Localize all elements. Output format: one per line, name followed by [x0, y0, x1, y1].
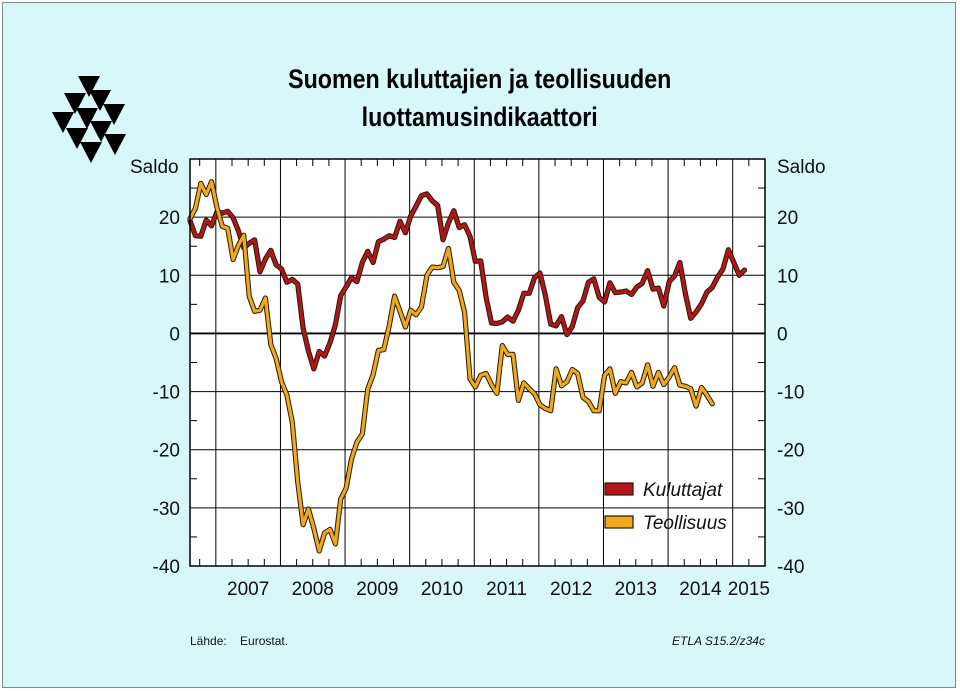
chart-title-line2: luottamusindikaattori	[361, 102, 598, 132]
legend: Kuluttajat Teollisuus	[604, 480, 727, 534]
x-tick-label: 2010	[421, 579, 463, 600]
x-tick-label: 2014	[679, 579, 722, 600]
logo-triangle	[80, 142, 102, 163]
y-axis-label-right: Saldo	[777, 157, 826, 178]
y-tick-label-right: 0	[777, 324, 788, 345]
y-tick-label-right: -10	[777, 383, 804, 404]
legend-swatch	[604, 515, 634, 529]
plot-area	[190, 159, 765, 566]
logo-triangle	[66, 128, 88, 149]
logo	[52, 76, 126, 163]
y-tick-label-right: -40	[777, 557, 804, 578]
chart-title-line1: Suomen kuluttajien ja teollisuuden	[288, 64, 672, 94]
y-tick-label-left: -30	[153, 499, 180, 520]
y-tick-label-left: 10	[159, 266, 180, 287]
logo-triangle	[104, 134, 126, 155]
y-tick-label-right: 20	[777, 208, 798, 229]
x-tick-label: 2007	[227, 579, 269, 600]
logo-triangle	[52, 112, 74, 133]
x-tick-label: 2009	[356, 579, 398, 600]
source-note: Lähde: Eurostat.	[190, 634, 288, 648]
y-tick-label-right: -20	[777, 441, 804, 462]
series-line-teollisuus	[188, 180, 714, 553]
grid	[190, 159, 765, 566]
series-layer	[187, 179, 748, 554]
y-tick-label-left: 0	[169, 324, 180, 345]
y-tick-labels: 20 20 10 10 0 0 -10 -10 -20 -20 -30 -30 -40 -40	[153, 208, 805, 578]
chart-title: Suomen kuluttajien ja teollisuuden luott…	[67, 60, 893, 136]
legend-label: Kuluttajat	[643, 480, 723, 501]
logo-triangle	[89, 90, 111, 111]
x-tick-label: 2011	[486, 579, 527, 600]
x-tick-labels: 2007 2008 2009 2010 2011 2012 2013 2014 2015	[227, 579, 770, 600]
series-line-kuluttajat	[188, 192, 747, 371]
y-tick-label-left: -40	[153, 557, 180, 578]
legend-swatch	[604, 482, 634, 496]
logo-triangle	[78, 76, 100, 97]
x-tick-label: 2013	[615, 579, 657, 600]
y-tick-label-right: 10	[777, 266, 798, 287]
y-axis-label-left: Saldo	[130, 157, 179, 178]
y-tick-label-left: 20	[159, 208, 180, 229]
y-tick-label-left: -20	[153, 441, 180, 462]
plot-border	[189, 158, 766, 567]
logo-triangle	[103, 104, 125, 125]
legend-label: Teollisuus	[643, 513, 727, 534]
y-tick-label-left: -10	[153, 383, 180, 404]
x-tick-label: 2012	[550, 579, 592, 600]
x-tick-label: 2008	[292, 579, 334, 600]
logo-triangle	[90, 121, 112, 142]
logo-triangle	[76, 108, 98, 129]
x-tick-label: 2015	[728, 579, 770, 600]
y-tick-label-right: -30	[777, 499, 804, 520]
source-label: Lähde:	[190, 634, 227, 648]
source-value: Eurostat.	[240, 634, 289, 648]
chart-code: ETLA S15.2/z34c	[672, 634, 765, 648]
logo-triangle	[64, 93, 86, 114]
tick-marks	[190, 159, 765, 566]
